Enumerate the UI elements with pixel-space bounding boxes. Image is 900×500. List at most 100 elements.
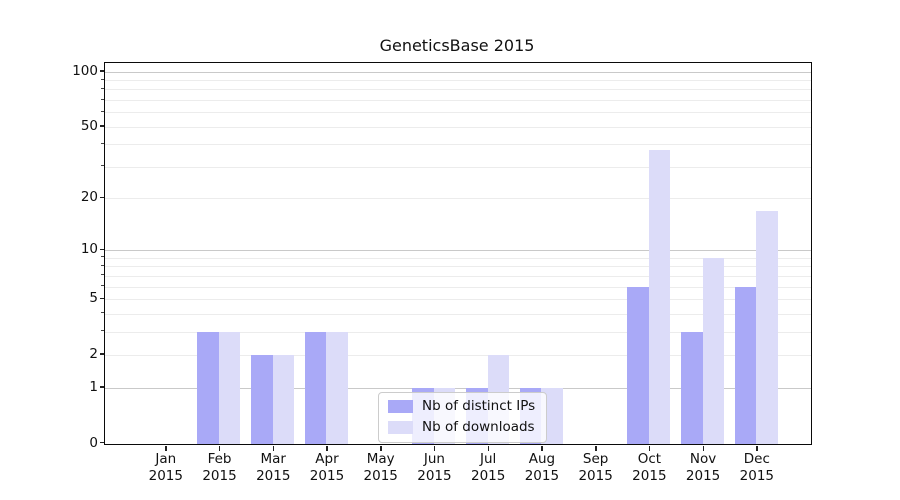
bar-nb-of-distinct-ips bbox=[734, 286, 757, 444]
x-axis-tick-label: Mar 2015 bbox=[243, 451, 303, 484]
x-label-month: Mar bbox=[260, 451, 286, 467]
legend-label-downloads: Nb of downloads bbox=[422, 419, 535, 435]
x-label-month: Oct bbox=[637, 451, 662, 467]
x-tick-mark bbox=[326, 446, 328, 451]
legend-row-downloads: Nb of downloads bbox=[388, 419, 535, 436]
y-axis-tick-label: 20 bbox=[80, 189, 98, 206]
x-axis-tick-label: Dec 2015 bbox=[727, 451, 787, 484]
bar-nb-of-downloads bbox=[648, 150, 671, 444]
y-minor-tick-mark bbox=[101, 165, 104, 167]
x-label-year: 2015 bbox=[578, 467, 613, 484]
x-label-year: 2015 bbox=[148, 467, 183, 484]
x-label-year: 2015 bbox=[417, 467, 452, 484]
x-tick-mark bbox=[595, 446, 597, 451]
y-axis-tick-label: 100 bbox=[72, 62, 98, 79]
legend-row-distinct-ips: Nb of distinct IPs bbox=[388, 398, 535, 415]
y-minor-tick-mark bbox=[101, 312, 104, 314]
x-tick-mark bbox=[272, 446, 275, 451]
y-axis-tick-label: 5 bbox=[89, 290, 98, 307]
bar-nb-of-downloads bbox=[272, 354, 295, 444]
x-tick-mark bbox=[219, 446, 221, 451]
x-axis-tick-label: Jul 2015 bbox=[458, 451, 518, 484]
bar-nb-of-downloads bbox=[756, 210, 778, 444]
x-label-year: 2015 bbox=[524, 467, 560, 484]
x-axis-tick-label: May 2015 bbox=[351, 451, 411, 484]
x-axis-tick-label: Sep 2015 bbox=[566, 451, 626, 484]
x-label-month: May bbox=[366, 451, 395, 467]
y-axis-tick-label: 1 bbox=[89, 378, 98, 395]
x-label-year: 2015 bbox=[202, 467, 237, 484]
gridline-minor bbox=[105, 299, 811, 301]
bar-nb-of-distinct-ips bbox=[197, 331, 219, 444]
x-tick-mark bbox=[648, 446, 651, 451]
bar-nb-of-distinct-ips bbox=[681, 331, 703, 444]
y-minor-tick-mark bbox=[101, 285, 104, 287]
gridline-minor bbox=[105, 112, 811, 114]
gridline-major bbox=[105, 250, 811, 252]
gridline-minor bbox=[105, 313, 811, 315]
legend: Nb of distinct IPs Nb of downloads bbox=[378, 392, 548, 443]
y-tick-mark bbox=[99, 125, 104, 127]
y-tick-mark bbox=[99, 248, 104, 251]
x-label-year: 2015 bbox=[309, 467, 345, 484]
gridline-minor bbox=[105, 126, 811, 128]
bar-nb-of-downloads bbox=[326, 331, 348, 444]
y-tick-mark bbox=[99, 297, 104, 299]
y-tick-mark bbox=[99, 386, 104, 388]
x-label-month: Nov bbox=[689, 451, 717, 467]
y-minor-tick-mark bbox=[101, 256, 104, 258]
x-label-year: 2015 bbox=[632, 467, 667, 484]
y-tick-mark bbox=[99, 70, 104, 72]
y-minor-tick-mark bbox=[101, 110, 104, 112]
x-tick-mark bbox=[541, 446, 543, 451]
gridline-minor bbox=[105, 354, 811, 356]
bar-nb-of-distinct-ips bbox=[251, 354, 273, 444]
x-axis-tick-label: Apr 2015 bbox=[297, 451, 357, 484]
y-minor-tick-mark bbox=[101, 264, 104, 266]
x-label-month: Jun bbox=[423, 451, 445, 467]
x-label-month: Dec bbox=[743, 451, 770, 467]
x-axis-tick-label: Jun 2015 bbox=[404, 451, 464, 484]
x-label-month: Feb bbox=[207, 451, 232, 467]
gridline-minor bbox=[105, 80, 811, 81]
y-tick-mark bbox=[99, 196, 104, 199]
x-axis-tick-label: Jan 2015 bbox=[136, 451, 196, 484]
bar-nb-of-distinct-ips bbox=[304, 331, 327, 444]
x-label-year: 2015 bbox=[739, 467, 774, 484]
gridline-minor bbox=[105, 286, 811, 288]
x-label-month: Jan bbox=[155, 451, 177, 467]
x-label-month: Apr bbox=[315, 451, 339, 467]
x-axis-tick-label: Feb 2015 bbox=[190, 451, 250, 484]
y-axis-tick-label: 10 bbox=[80, 241, 98, 258]
x-label-year: 2015 bbox=[363, 467, 398, 484]
gridline-major bbox=[105, 387, 811, 389]
gridline-minor bbox=[105, 144, 811, 146]
gridline-minor bbox=[105, 257, 811, 259]
y-minor-tick-mark bbox=[101, 87, 104, 89]
x-tick-mark bbox=[165, 446, 167, 451]
y-tick-mark bbox=[99, 442, 104, 444]
x-label-year: 2015 bbox=[470, 467, 506, 484]
x-label-month: Sep bbox=[582, 451, 609, 467]
x-axis-tick-label: Aug 2015 bbox=[512, 451, 572, 484]
plot-area bbox=[104, 62, 812, 445]
x-axis-tick-label: Nov 2015 bbox=[673, 451, 733, 484]
gridline-minor bbox=[105, 89, 811, 91]
bar-nb-of-distinct-ips bbox=[627, 286, 649, 444]
y-axis-tick-label: 2 bbox=[89, 345, 98, 362]
y-minor-tick-mark bbox=[101, 142, 104, 144]
gridline-major bbox=[105, 71, 811, 73]
gridline-minor bbox=[105, 331, 811, 333]
y-minor-tick-mark bbox=[101, 98, 104, 100]
legend-label-distinct-ips: Nb of distinct IPs bbox=[422, 398, 536, 414]
gridline-minor bbox=[105, 275, 811, 277]
x-axis-tick-label: Oct 2015 bbox=[619, 451, 679, 484]
x-label-month: Jul bbox=[480, 451, 497, 467]
bar-nb-of-downloads bbox=[218, 331, 241, 444]
gridline-minor bbox=[105, 100, 811, 101]
x-label-year: 2015 bbox=[256, 467, 291, 484]
x-label-month: Aug bbox=[528, 451, 556, 467]
x-tick-mark bbox=[433, 446, 436, 451]
y-minor-tick-mark bbox=[101, 274, 104, 276]
y-axis-tick-label: 50 bbox=[80, 117, 98, 134]
